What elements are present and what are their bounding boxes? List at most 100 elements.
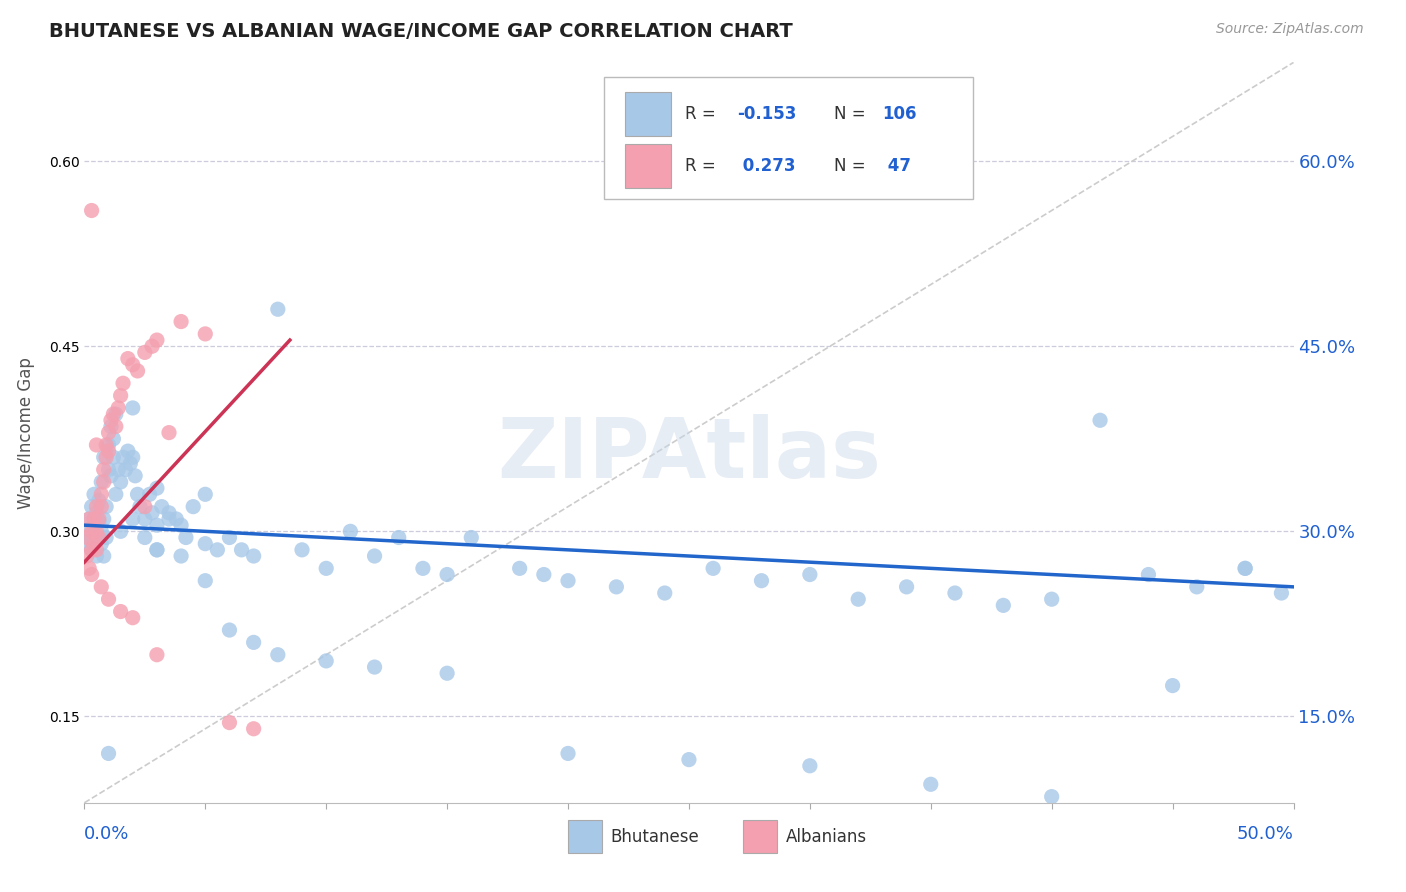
Point xyxy=(170,315,193,329)
Point xyxy=(86,438,108,452)
Point xyxy=(121,610,143,624)
Point xyxy=(80,524,103,539)
Point xyxy=(218,623,240,637)
FancyBboxPatch shape xyxy=(605,78,973,200)
Point xyxy=(174,531,197,545)
Text: BHUTANESE VS ALBANIAN WAGE/INCOME GAP CORRELATION CHART: BHUTANESE VS ALBANIAN WAGE/INCOME GAP CO… xyxy=(49,22,793,41)
Point xyxy=(97,425,120,440)
Point xyxy=(94,500,117,514)
Point xyxy=(77,531,100,545)
Point xyxy=(134,512,156,526)
Point xyxy=(146,542,169,557)
Point xyxy=(100,413,122,427)
Point xyxy=(267,648,290,662)
Point xyxy=(557,574,579,588)
Point xyxy=(80,203,103,218)
Text: Source: ZipAtlas.com: Source: ZipAtlas.com xyxy=(1216,22,1364,37)
Point xyxy=(83,487,105,501)
Text: N =: N = xyxy=(834,157,870,175)
Point xyxy=(194,537,217,551)
Point xyxy=(138,487,160,501)
Point xyxy=(291,542,314,557)
Point xyxy=(242,549,264,563)
Point xyxy=(339,524,361,539)
Point xyxy=(509,561,531,575)
Point xyxy=(127,487,149,501)
Point xyxy=(97,592,120,607)
Point xyxy=(121,450,143,465)
Point xyxy=(896,580,918,594)
Point xyxy=(77,561,100,575)
Point xyxy=(1161,679,1184,693)
Point xyxy=(104,419,127,434)
Point xyxy=(86,531,108,545)
Point xyxy=(107,462,129,476)
Point xyxy=(100,419,122,434)
Point xyxy=(76,537,98,551)
Text: R =: R = xyxy=(685,157,721,175)
Point xyxy=(141,506,163,520)
Point xyxy=(93,512,115,526)
Bar xyxy=(624,92,671,136)
Text: R =: R = xyxy=(685,105,721,123)
Point xyxy=(799,758,821,772)
Point xyxy=(231,542,253,557)
Point xyxy=(194,574,217,588)
Point xyxy=(97,444,120,458)
Point xyxy=(120,457,142,471)
Y-axis label: Wage/Income Gap: Wage/Income Gap xyxy=(17,357,35,508)
Point xyxy=(117,444,139,458)
Point xyxy=(194,487,217,501)
Point xyxy=(943,586,966,600)
Point xyxy=(110,389,132,403)
Point xyxy=(103,407,125,421)
Point xyxy=(87,512,110,526)
Point xyxy=(121,512,143,526)
Point xyxy=(110,605,132,619)
Point xyxy=(678,753,700,767)
Point xyxy=(157,506,180,520)
Point xyxy=(121,358,143,372)
Point xyxy=(207,542,229,557)
Point xyxy=(315,654,337,668)
Point xyxy=(87,531,110,545)
Point xyxy=(77,512,100,526)
Point xyxy=(846,592,869,607)
Point xyxy=(110,475,132,489)
Point xyxy=(1040,789,1063,804)
Point xyxy=(146,481,169,495)
Point xyxy=(993,599,1015,613)
Point xyxy=(76,524,98,539)
Point xyxy=(121,401,143,415)
Point xyxy=(533,567,555,582)
Point xyxy=(76,549,98,563)
Point xyxy=(1137,567,1160,582)
Point xyxy=(93,462,115,476)
Point xyxy=(117,351,139,366)
Point xyxy=(1040,592,1063,607)
Bar xyxy=(744,820,778,853)
Point xyxy=(751,574,773,588)
Point xyxy=(194,326,217,341)
Bar xyxy=(624,144,671,188)
Point xyxy=(267,302,290,317)
Point xyxy=(150,500,173,514)
Point xyxy=(86,549,108,563)
Text: 106: 106 xyxy=(883,105,917,123)
Text: 47: 47 xyxy=(883,157,911,175)
Point xyxy=(93,475,115,489)
Point xyxy=(1088,413,1111,427)
Point xyxy=(103,450,125,465)
Point xyxy=(605,580,627,594)
Point xyxy=(363,549,385,563)
Point xyxy=(90,487,112,501)
Point xyxy=(94,438,117,452)
Text: N =: N = xyxy=(834,105,870,123)
Point xyxy=(242,635,264,649)
Point xyxy=(218,531,240,545)
Point xyxy=(436,666,458,681)
Point xyxy=(127,364,149,378)
Point xyxy=(654,586,676,600)
Point xyxy=(104,487,127,501)
Point xyxy=(157,512,180,526)
